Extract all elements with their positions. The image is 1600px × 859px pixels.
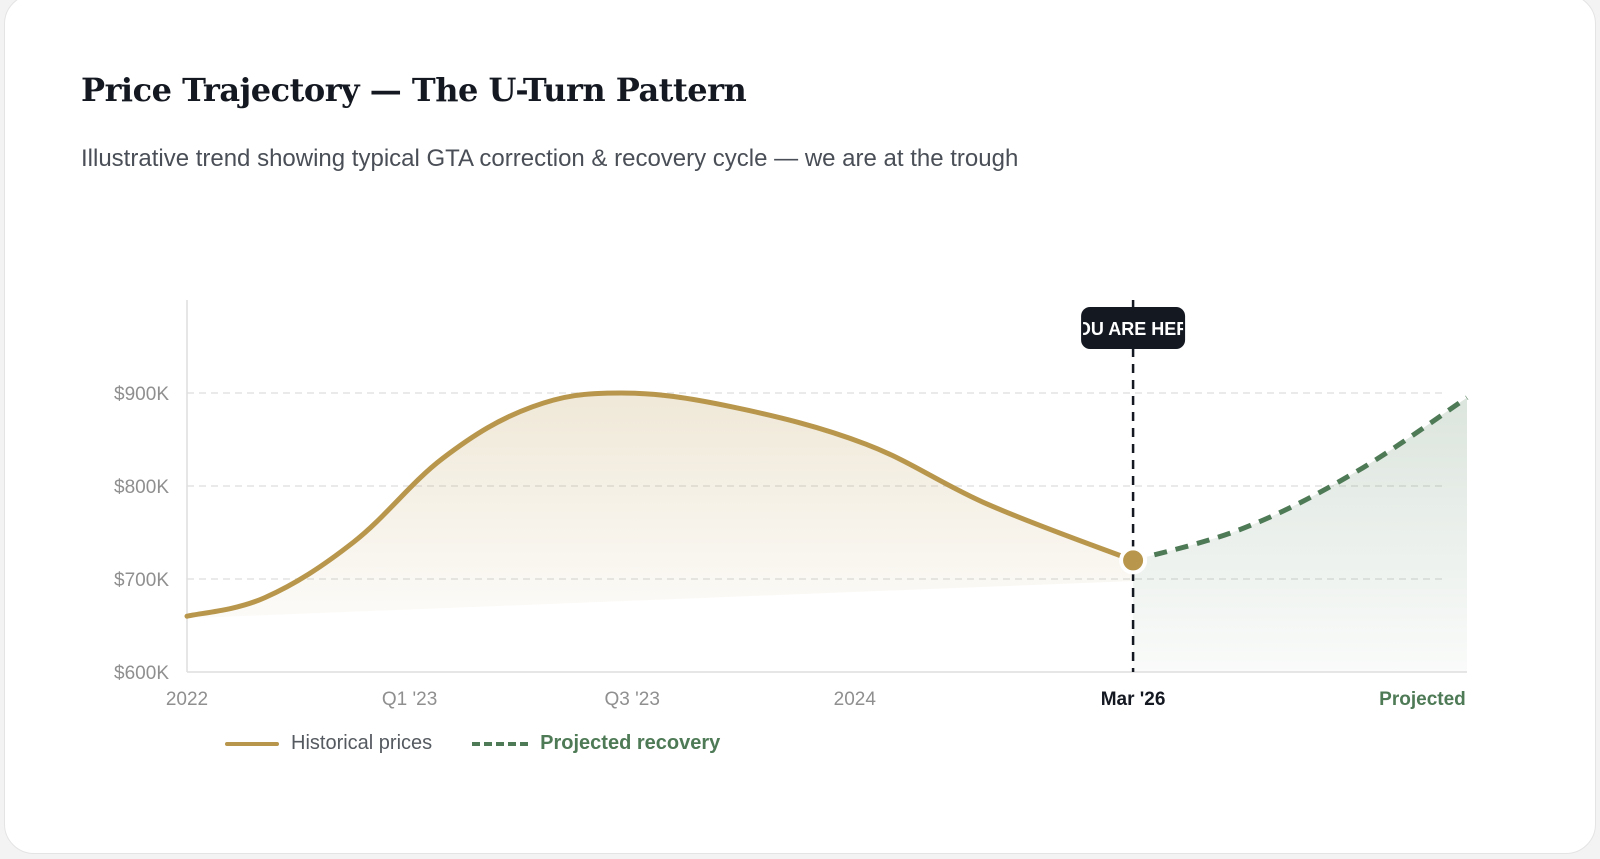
y-tick-label: $700K <box>114 570 169 591</box>
legend-projected[interactable]: Projected recovery <box>472 732 720 755</box>
now-label-badge <box>1081 307 1186 349</box>
now-point <box>1119 546 1148 575</box>
x-tick-label: Mar '26 <box>1101 689 1166 710</box>
now-label-text: YOU ARE HERE <box>1065 319 1201 339</box>
projected-line <box>1132 395 1469 563</box>
y-tick-label: $900K <box>114 384 169 405</box>
projected-area <box>1133 397 1467 672</box>
legend-historical[interactable]: Historical prices <box>225 732 432 755</box>
x-tick-label: Q3 '23 <box>605 689 660 710</box>
legend-historical-label: Historical prices <box>291 732 433 754</box>
legend-historical-swatch <box>225 741 279 746</box>
chart-legend: Historical prices Projected recovery <box>225 732 720 755</box>
historical-area <box>187 393 1134 619</box>
x-tick-label: 2024 <box>834 689 877 710</box>
chart-subtitle: Illustrative trend showing typical GTA c… <box>81 145 1019 172</box>
legend-projected-swatch <box>472 741 529 746</box>
y-tick-label: $800K <box>114 477 169 498</box>
historical-line <box>184 390 1136 619</box>
x-tick-label: Q1 '23 <box>382 689 437 710</box>
x-tick-label: 2022 <box>166 689 208 710</box>
y-tick-label: $600K <box>114 663 169 684</box>
x-tick-label: Projected <box>1379 689 1466 710</box>
chart-title: Price Trajectory — The U-Turn Pattern <box>81 71 747 109</box>
legend-projected-label: Projected recovery <box>540 732 721 754</box>
